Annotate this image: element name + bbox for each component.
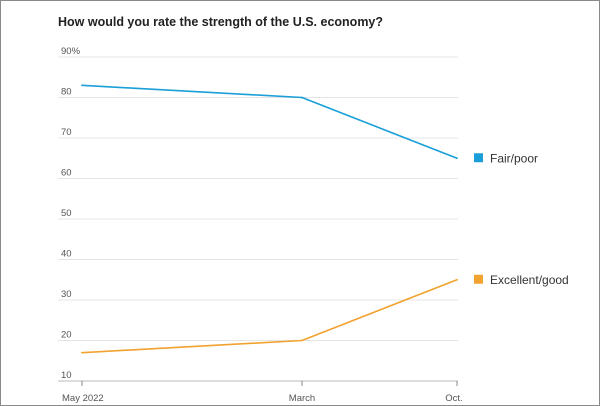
x-tick-label-1: March [289, 393, 315, 404]
legend-label-0: Fair/poor [490, 151, 538, 165]
data-point-1-1 [301, 339, 303, 342]
legend-swatch-0 [474, 153, 483, 163]
data-point-0-1 [301, 96, 303, 99]
y-tick-label-10: 10 [61, 370, 72, 381]
y-tick-label-50: 50 [61, 208, 72, 219]
x-tick-label-2: Oct. [445, 393, 462, 404]
series-line-1 [81, 279, 458, 354]
data-point-0-2 [456, 157, 458, 160]
data-point-1-2 [456, 278, 458, 281]
data-point-0-0 [81, 84, 83, 87]
y-tick-label-60: 60 [61, 168, 72, 179]
chart-title: How would you rate the strength of the U… [58, 15, 384, 29]
y-tick-label-70: 70 [61, 127, 72, 138]
series-line-0 [81, 84, 458, 159]
y-tick-label-90: 90% [61, 46, 81, 57]
legend-label-1: Excellent/good [490, 273, 569, 287]
data-point-1-0 [81, 351, 83, 354]
y-tick-label-20: 20 [61, 330, 72, 341]
x-tick-label-0: May 2022 [62, 393, 104, 404]
y-tick-label-30: 30 [61, 289, 72, 300]
legend-swatch-1 [474, 274, 483, 284]
y-tick-label-40: 40 [61, 249, 72, 260]
y-tick-label-80: 80 [61, 87, 72, 98]
